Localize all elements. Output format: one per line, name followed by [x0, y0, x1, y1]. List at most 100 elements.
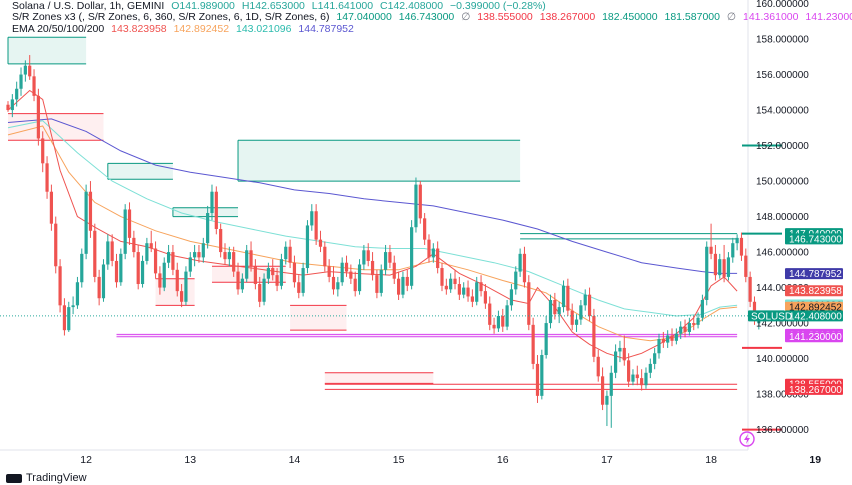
x-tick-label: 16	[497, 454, 509, 466]
candle-body	[288, 246, 292, 263]
candle-body	[635, 374, 639, 379]
support-zone-green	[107, 163, 173, 180]
candle-body	[644, 372, 648, 386]
legend-sr-value: 147.040000	[336, 11, 392, 23]
tradingview-brand: TradingView	[26, 472, 87, 484]
support-zone-green	[172, 207, 239, 217]
candle-body	[271, 268, 275, 276]
lightning-icon	[739, 431, 755, 447]
candle-body	[631, 374, 635, 382]
candle-body	[310, 211, 314, 226]
candle-body	[166, 252, 171, 263]
candle-body	[453, 278, 457, 285]
candle-body	[501, 315, 505, 327]
candle-body	[279, 259, 284, 286]
candle-body	[735, 237, 739, 244]
candle-body	[327, 266, 331, 277]
candle-body	[54, 223, 58, 267]
candle-body	[245, 250, 249, 279]
candle-body	[197, 252, 201, 258]
candle-body	[123, 209, 127, 254]
candle-body	[362, 250, 366, 265]
candle-body	[344, 262, 349, 272]
resistance-zone-red	[324, 372, 434, 384]
candle-body	[275, 275, 279, 286]
symbol-tag	[748, 310, 785, 322]
candle-body	[496, 315, 501, 329]
candle-body	[262, 278, 266, 302]
price-tag-label: 143.823958	[789, 286, 842, 297]
x-tick-label: 19	[809, 454, 821, 466]
candle-body	[692, 323, 696, 325]
price-tag	[785, 233, 843, 245]
candle-body	[731, 243, 735, 258]
candle-body	[184, 271, 188, 302]
y-tick-label: 148.000000	[756, 212, 809, 223]
candle-body	[357, 264, 362, 292]
legend-ema-label: EMA 20/50/100/200	[12, 23, 105, 35]
candle-body	[249, 250, 253, 267]
y-tick-label: 150.000000	[756, 177, 809, 188]
candle-body	[657, 339, 661, 354]
legend-row-ohlc: Solana / U.S. Dollar, 1h, GEMINI O141.98…	[12, 0, 550, 13]
candle-body	[297, 282, 301, 293]
candle-body	[370, 260, 375, 276]
resistance-zone-red	[211, 266, 286, 283]
candle-body	[162, 262, 166, 288]
candle-body	[566, 285, 570, 311]
legend-ema100-value: 143.021096	[235, 23, 292, 35]
candle-body	[336, 282, 340, 290]
candle-body	[210, 191, 214, 214]
candle-body	[618, 347, 622, 352]
candle-body	[683, 326, 687, 332]
candle-body	[479, 282, 483, 292]
price-tag	[785, 285, 843, 297]
candle-body	[674, 333, 678, 341]
candle-body	[522, 253, 527, 283]
candle-body	[418, 184, 422, 219]
candle-body	[379, 269, 383, 293]
legend-low: L141.641000	[311, 0, 374, 12]
legend-sr-value: 141.361000	[742, 11, 799, 23]
candle-body	[739, 237, 744, 256]
candle-body	[97, 276, 101, 299]
candle-body	[666, 335, 670, 343]
candle-body	[349, 271, 353, 279]
lightning-icon-bolt	[744, 434, 750, 444]
price-tag-label: 142.408000	[789, 311, 842, 322]
y-tick-label: 146.000000	[756, 248, 809, 259]
candle-body	[388, 252, 392, 263]
candle-body	[219, 228, 223, 253]
candle-body	[748, 276, 752, 302]
candle-body	[266, 268, 270, 279]
candle-body	[318, 239, 323, 247]
candle-body	[587, 294, 592, 316]
candle-body	[440, 268, 444, 286]
candle-body	[661, 339, 665, 343]
candle-body	[470, 296, 474, 302]
candle-body	[679, 326, 683, 334]
candle-body	[640, 378, 644, 386]
legend-sr-value: 181.587000	[664, 11, 720, 23]
candle-body	[449, 278, 453, 290]
candle-body	[670, 335, 674, 341]
x-tick-label: 14	[289, 454, 301, 466]
support-zone-green	[8, 37, 87, 64]
candle-body	[301, 268, 305, 293]
candle-body	[514, 271, 518, 290]
candle-body	[292, 262, 297, 283]
candle-body	[509, 289, 514, 306]
candle-body	[236, 271, 240, 290]
candle-body	[10, 99, 14, 111]
candle-body	[201, 243, 205, 258]
candle-body	[158, 273, 162, 288]
candle-body	[574, 319, 579, 325]
candle-body	[28, 65, 32, 77]
candle-body	[696, 317, 700, 325]
candle-body	[58, 266, 62, 306]
candle-body	[106, 241, 110, 265]
tradingview-logo[interactable]: TradingView	[6, 472, 87, 484]
y-tick-label: 152.000000	[756, 141, 809, 152]
candle-body	[383, 252, 388, 270]
